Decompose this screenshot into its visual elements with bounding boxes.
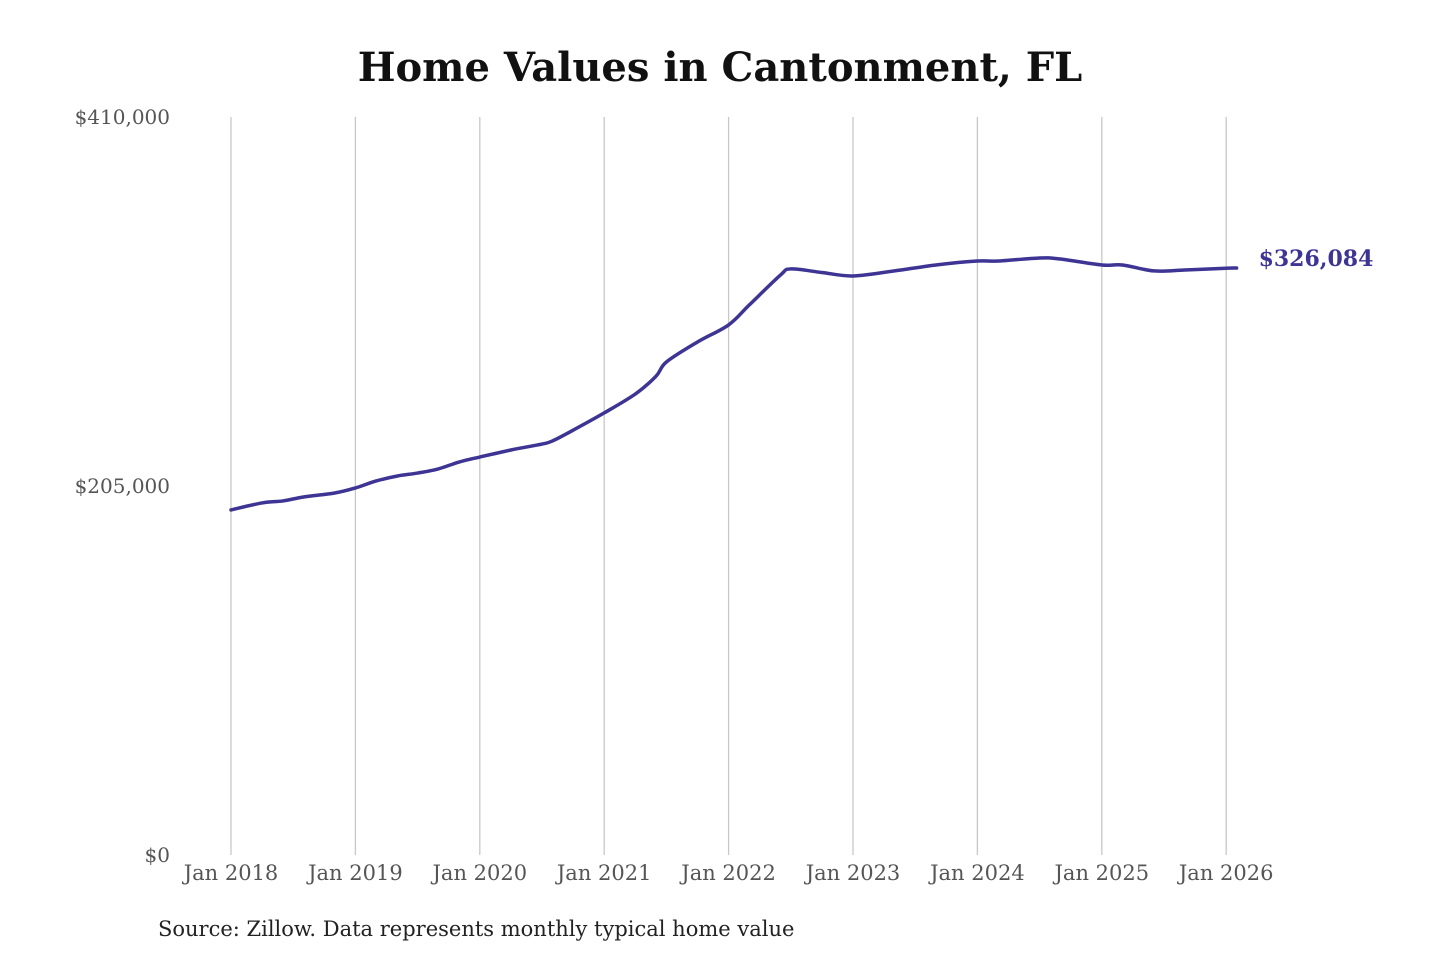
x-tick-label: Jan 2021	[555, 861, 652, 885]
x-tick-label: Jan 2026	[1177, 861, 1274, 885]
x-tick-label: Jan 2018	[182, 861, 279, 885]
x-tick-label: Jan 2020	[431, 861, 528, 885]
y-tick-label: $0	[145, 843, 170, 867]
y-tick-label: $205,000	[75, 474, 170, 498]
x-tick-label: Jan 2025	[1053, 861, 1150, 885]
x-tick-label: Jan 2024	[928, 861, 1025, 885]
end-value-label: $326,084	[1259, 246, 1374, 272]
series-line	[229, 256, 1239, 512]
chart-title: Home Values in Cantonment, FL	[357, 44, 1083, 91]
x-tick-label: Jan 2019	[306, 861, 403, 885]
y-tick-label: $410,000	[75, 105, 170, 129]
x-tick-label: Jan 2022	[679, 861, 776, 885]
source-note: Source: Zillow. Data represents monthly …	[158, 917, 795, 941]
x-tick-label: Jan 2023	[804, 861, 901, 885]
